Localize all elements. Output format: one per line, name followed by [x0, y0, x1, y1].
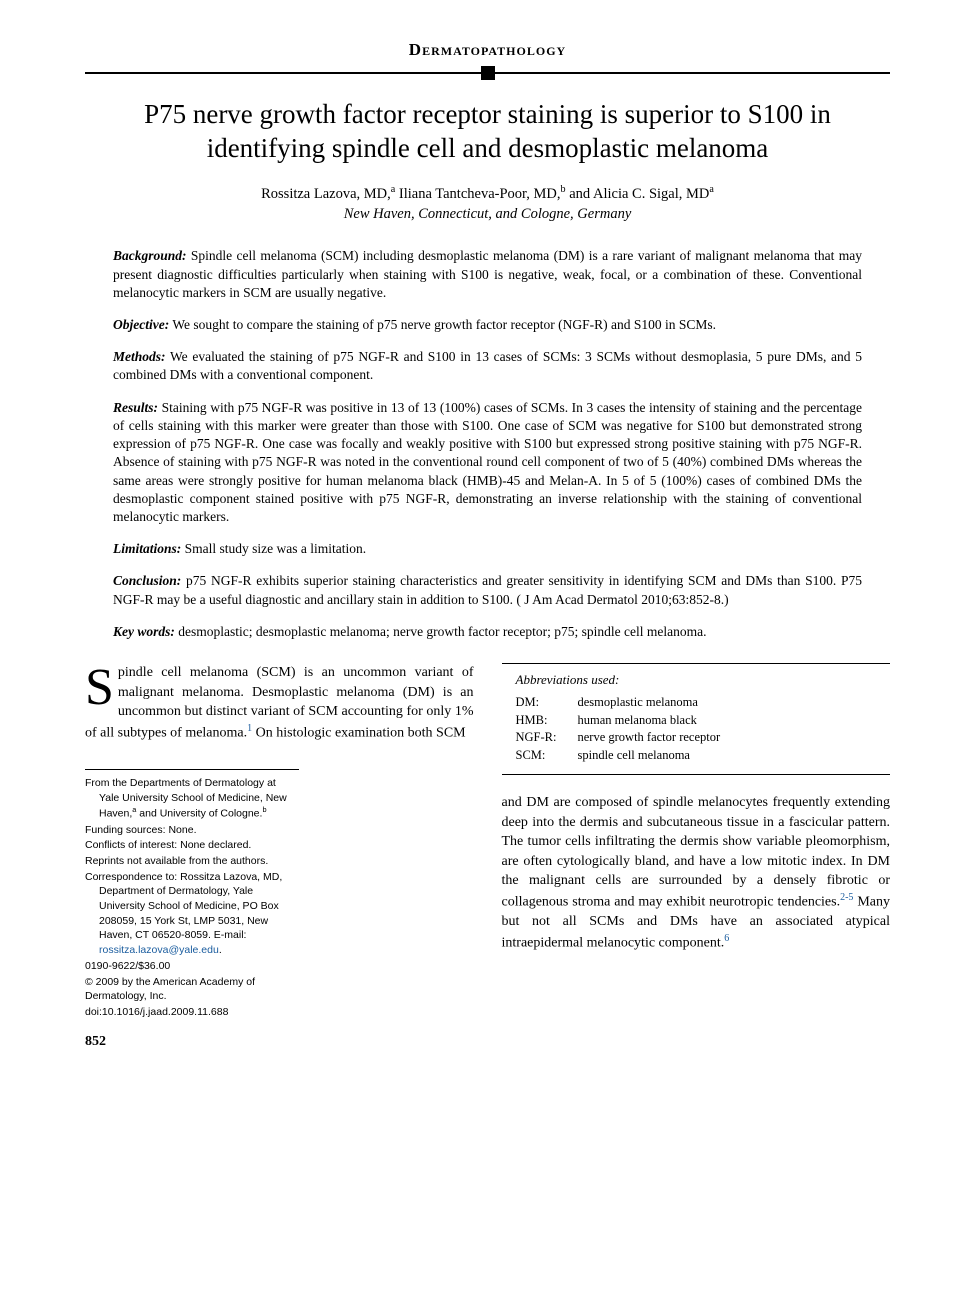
- label-results: Results:: [113, 400, 158, 415]
- text-keywords: desmoplastic; desmoplastic melanoma; ner…: [178, 624, 706, 639]
- abbrev-key: HMB:: [516, 712, 578, 730]
- text-limitations: Small study size was a limitation.: [185, 541, 366, 556]
- abstract-conclusion: Conclusion: p75 NGF-R exhibits superior …: [113, 572, 862, 608]
- label-limitations: Limitations:: [113, 541, 181, 556]
- label-background: Background:: [113, 248, 187, 263]
- affiliation: New Haven, Connecticut, and Cologne, Ger…: [85, 206, 890, 223]
- abstract-limitations: Limitations: Small study size was a limi…: [113, 540, 862, 558]
- column-right: Abbreviations used: DM: desmoplastic mel…: [502, 663, 891, 1050]
- square-icon: [481, 66, 495, 80]
- intro-text-2: On histologic examination both SCM: [252, 725, 466, 740]
- abstract-methods: Methods: We evaluated the staining of p7…: [113, 348, 862, 384]
- abbreviations-box: Abbreviations used: DM: desmoplastic mel…: [502, 663, 891, 775]
- rule-left: [85, 72, 481, 74]
- abbrev-row: NGF-R: nerve growth factor receptor: [516, 729, 877, 747]
- abbrev-row: DM: desmoplastic melanoma: [516, 694, 877, 712]
- rule-right: [495, 72, 891, 74]
- article-title: P75 nerve growth factor receptor stainin…: [85, 98, 890, 166]
- label-objective: Objective:: [113, 317, 169, 332]
- footnote-conflicts: Conflicts of interest: None declared.: [85, 838, 299, 853]
- label-methods: Methods:: [113, 349, 166, 364]
- text-background: Spindle cell melanoma (SCM) including de…: [113, 248, 862, 299]
- intro-paragraph: Spindle cell melanoma (SCM) is an uncomm…: [85, 663, 474, 743]
- body-paragraph: and DM are composed of spindle melanocyt…: [502, 793, 891, 953]
- ornament: [85, 66, 890, 80]
- correspondence-text: Correspondence to: Rossitza Lazova, MD, …: [85, 871, 282, 942]
- footnote-funding: Funding sources: None.: [85, 823, 299, 838]
- text-conclusion: p75 NGF-R exhibits superior staining cha…: [113, 573, 862, 606]
- abbrev-key: NGF-R:: [516, 729, 578, 747]
- abbrev-val: human melanoma black: [578, 712, 697, 730]
- abbrev-title: Abbreviations used:: [516, 672, 877, 688]
- body-columns: Spindle cell melanoma (SCM) is an uncomm…: [85, 663, 890, 1050]
- footnote-from: From the Departments of Dermatology at Y…: [85, 776, 299, 822]
- citation-6[interactable]: 6: [724, 933, 729, 944]
- footnote-copyright: © 2009 by the American Academy of Dermat…: [85, 975, 299, 1004]
- abbrev-row: HMB: human melanoma black: [516, 712, 877, 730]
- abbrev-key: DM:: [516, 694, 578, 712]
- abbrev-row: SCM: spindle cell melanoma: [516, 747, 877, 765]
- footnote-doi: doi:10.1016/j.jaad.2009.11.688: [85, 1005, 299, 1020]
- footnote-reprints: Reprints not available from the authors.: [85, 854, 299, 869]
- footnote-correspondence: Correspondence to: Rossitza Lazova, MD, …: [85, 870, 299, 958]
- column-left: Spindle cell melanoma (SCM) is an uncomm…: [85, 663, 474, 1050]
- abstract: Background: Spindle cell melanoma (SCM) …: [85, 247, 890, 641]
- abbrev-val: desmoplastic melanoma: [578, 694, 698, 712]
- abbrev-val: spindle cell melanoma: [578, 747, 690, 765]
- citation-2-5[interactable]: 2-5: [840, 892, 853, 903]
- authors: Rossitza Lazova, MD,a Iliana Tantcheva-P…: [85, 184, 890, 203]
- text-results: Staining with p75 NGF-R was positive in …: [113, 400, 862, 524]
- email-link[interactable]: rossitza.lazova@yale.edu: [99, 944, 219, 956]
- abstract-results: Results: Staining with p75 NGF-R was pos…: [113, 399, 862, 527]
- abstract-keywords: Key words: desmoplastic; desmoplastic me…: [113, 623, 862, 641]
- abstract-objective: Objective: We sought to compare the stai…: [113, 316, 862, 334]
- dropcap: S: [85, 663, 118, 710]
- abbrev-val: nerve growth factor receptor: [578, 729, 721, 747]
- section-header: Dermatopathology: [85, 40, 890, 60]
- footnote-isbn: 0190-9622/$36.00: [85, 959, 299, 974]
- text-objective: We sought to compare the staining of p75…: [172, 317, 716, 332]
- body-text-1: and DM are composed of spindle melanocyt…: [502, 795, 891, 910]
- abstract-background: Background: Spindle cell melanoma (SCM) …: [113, 247, 862, 302]
- abbrev-key: SCM:: [516, 747, 578, 765]
- text-methods: We evaluated the staining of p75 NGF-R a…: [113, 349, 862, 382]
- label-keywords: Key words:: [113, 624, 175, 639]
- label-conclusion: Conclusion:: [113, 573, 181, 588]
- page-number: 852: [85, 1034, 474, 1050]
- footnotes: From the Departments of Dermatology at Y…: [85, 769, 299, 1020]
